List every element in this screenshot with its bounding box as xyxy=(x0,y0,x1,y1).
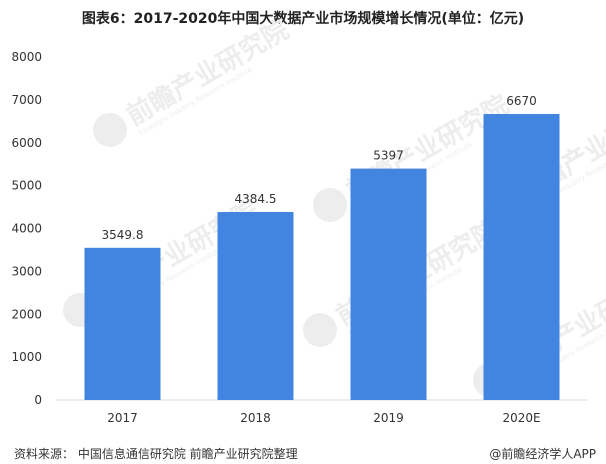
value-label-2017: 3549.8 xyxy=(102,228,144,242)
bar-2017 xyxy=(84,247,161,400)
y-tick-label: 8000 xyxy=(11,50,42,64)
x-tick-label-2017: 2017 xyxy=(107,411,138,425)
y-tick-label: 3000 xyxy=(11,264,42,278)
x-tick-label-2018: 2018 xyxy=(240,411,271,425)
y-tick-label: 7000 xyxy=(11,93,42,107)
watermark-logo-icon xyxy=(303,313,337,347)
bar-2018 xyxy=(217,212,294,400)
chart-title: 图表6：2017-2020年中国大数据产业市场规模增长情况(单位：亿元) xyxy=(81,11,525,27)
value-label-2018: 4384.5 xyxy=(235,192,277,206)
bar-2019 xyxy=(350,168,427,400)
value-labels: 3549.8 4384.5 5397 6670 xyxy=(102,94,537,242)
watermark-logo-icon xyxy=(93,113,127,147)
x-axis: 2017 2018 2019 2020E xyxy=(107,411,540,425)
watermark-logo-icon xyxy=(313,188,347,222)
y-tick-label: 5000 xyxy=(11,179,42,193)
brand-credit: @前瞻经济学人APP xyxy=(489,447,596,461)
y-tick-label: 6000 xyxy=(11,136,42,150)
y-tick-label: 4000 xyxy=(11,222,42,236)
y-tick-label: 1000 xyxy=(11,350,42,364)
value-label-2020E: 6670 xyxy=(506,94,537,108)
x-tick-label-2020E: 2020E xyxy=(502,411,540,425)
y-axis: 0 1000 2000 3000 4000 5000 6000 7000 8000 xyxy=(11,50,42,407)
y-tick-label: 0 xyxy=(34,393,42,407)
y-tick-label: 2000 xyxy=(11,307,42,321)
bar-series xyxy=(84,114,560,401)
source-note: 资料来源： 中国信息通信研究院 前瞻产业研究院整理 xyxy=(14,447,298,461)
watermark-text: 前瞻产业研究院 xyxy=(121,14,294,132)
bar-2020E xyxy=(483,114,560,401)
value-label-2019: 5397 xyxy=(373,149,404,163)
x-tick-label-2019: 2019 xyxy=(373,411,404,425)
